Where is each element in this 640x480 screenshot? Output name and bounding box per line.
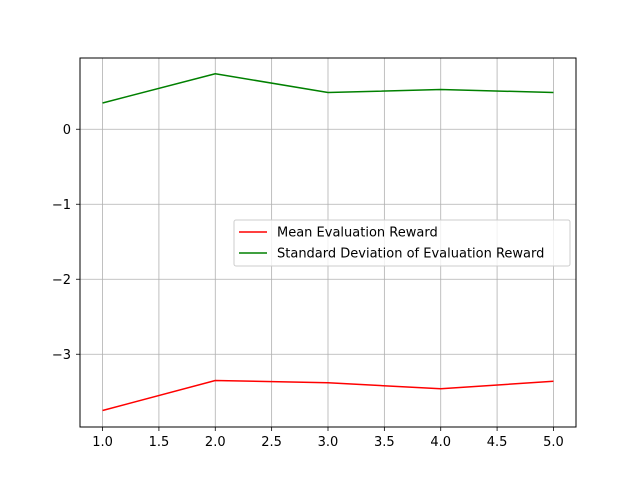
y-tick-label: −1: [52, 198, 71, 213]
series-line-0: [102, 379, 554, 412]
x-tick-label: 4.0: [430, 435, 451, 450]
x-tick-label: 1.5: [149, 435, 170, 450]
legend: Mean Evaluation Reward Standard Deviation…: [233, 219, 571, 267]
x-tick-label: 5.0: [543, 435, 564, 450]
series-line-1: [102, 73, 554, 104]
legend-label-1: Standard Deviation of Evaluation Reward: [277, 247, 544, 262]
y-axis: −3 −2 −1 0: [52, 123, 80, 363]
x-tick-label: 4.5: [487, 435, 508, 450]
legend-label-0: Mean Evaluation Reward: [277, 226, 438, 241]
grid-lines: [80, 58, 576, 427]
x-axis: 1.0 1.5 2.0 2.5 3.0 3.5 4.0 4.5 5.0: [92, 427, 564, 450]
x-tick-label: 2.5: [261, 435, 282, 450]
y-tick-label: −3: [52, 348, 71, 363]
series-layer: [102, 73, 554, 412]
y-tick-label: −2: [52, 273, 71, 288]
x-tick-label: 3.0: [318, 435, 339, 450]
x-tick-label: 1.0: [92, 435, 113, 450]
legend-box: [233, 219, 571, 267]
x-tick-label: 2.0: [205, 435, 226, 450]
x-tick-label: 3.5: [374, 435, 395, 450]
y-tick-label: 0: [63, 123, 71, 138]
